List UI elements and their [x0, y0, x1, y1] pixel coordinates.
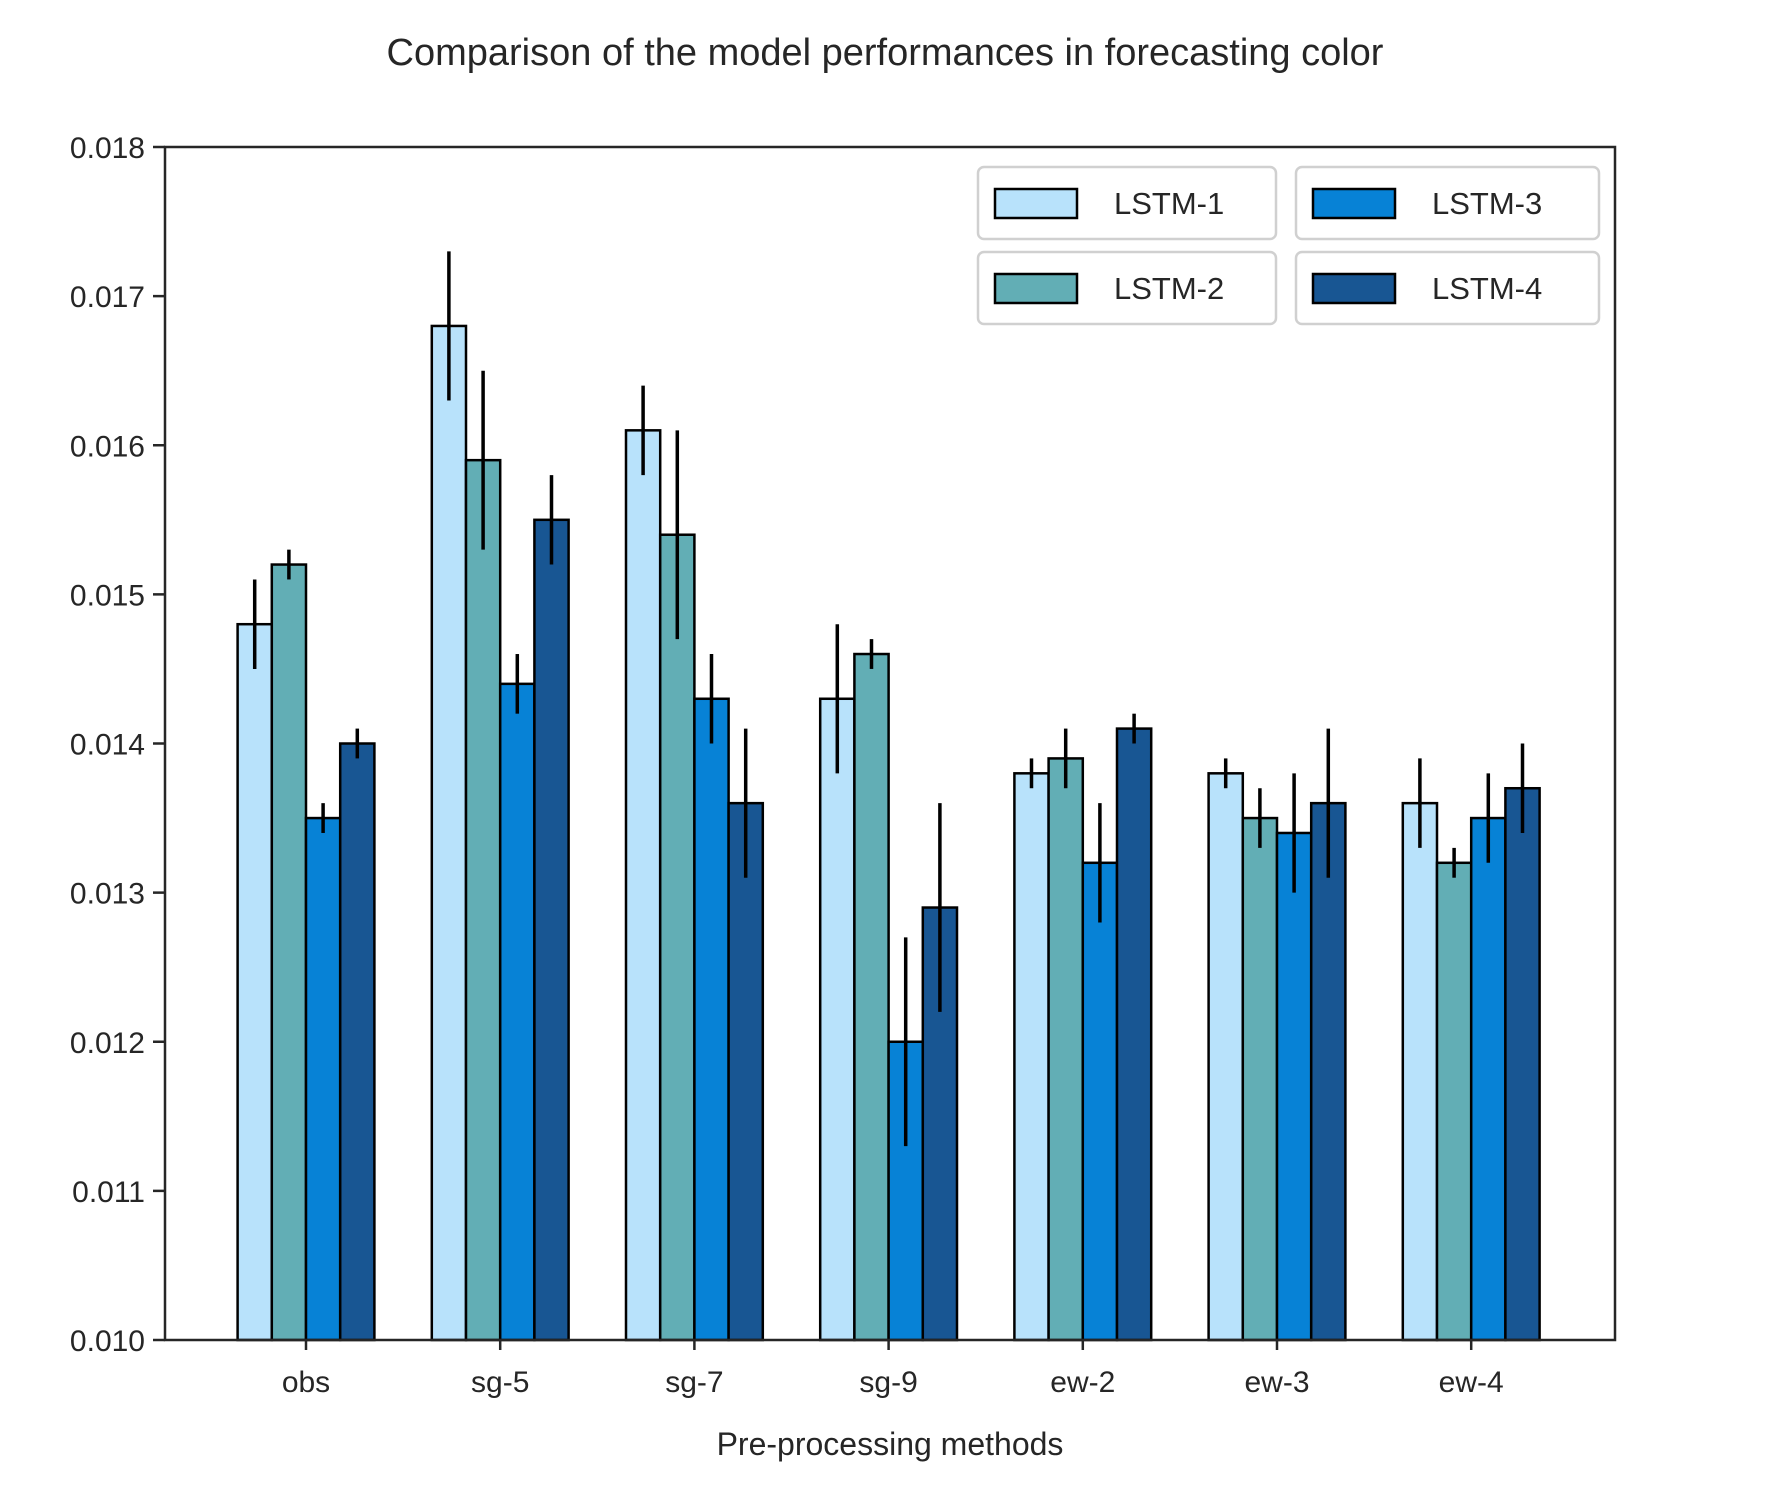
y-tick-label: 0.010	[70, 1325, 145, 1358]
x-tick-label: ew-3	[1244, 1366, 1309, 1399]
x-axis-label: Pre-processing methods	[717, 1426, 1064, 1462]
bar-lstm-4-sg-7	[727, 801, 765, 1342]
legend-entry-frame	[1294, 250, 1601, 326]
y-tick-label: 0.018	[70, 132, 145, 165]
bar-lstm-1-sg-9	[818, 697, 856, 1342]
legend-swatch-lstm-4	[1311, 272, 1397, 305]
legend-entry-frame	[976, 250, 1278, 326]
bar-lstm-2-ew-3	[1241, 816, 1279, 1342]
bar-lstm-4-ew-3	[1309, 801, 1347, 1342]
bar-lstm-2-ew-2	[1047, 757, 1085, 1342]
x-tick-label: sg-5	[471, 1366, 529, 1399]
bar-lstm-3-ew-2	[1081, 861, 1119, 1342]
legend-swatch-lstm-3	[1311, 187, 1397, 220]
legend-label-lstm-2: LSTM-2	[1114, 271, 1224, 306]
bar-lstm-1-sg-5	[430, 324, 468, 1342]
bar-lstm-2-sg-9	[853, 652, 890, 1342]
y-axis: 0.010 0.011 0.012 0.013 0.014 0.015 0.016 0.017…	[70, 132, 165, 1358]
legend-label-lstm-4: LSTM-4	[1432, 271, 1542, 306]
bar-lstm-4-ew-2	[1115, 727, 1153, 1342]
bar-lstm-2-sg-7	[658, 533, 696, 1342]
y-tick-label: 0.012	[70, 1027, 145, 1060]
bar-lstm-1-obs	[236, 622, 274, 1342]
bar-lstm-3-ew-4	[1469, 816, 1507, 1342]
bar-lstm-4-ew-4	[1504, 786, 1541, 1342]
bar-lstm-1-ew-2	[1013, 772, 1050, 1342]
legend-entry-frame	[1294, 165, 1601, 241]
bars-layer	[236, 324, 1541, 1342]
x-tick-label: sg-9	[859, 1366, 917, 1399]
bar-lstm-2-obs	[270, 563, 308, 1342]
bar-lstm-4-sg-5	[533, 518, 570, 1342]
legend-swatch-lstm-2	[993, 272, 1079, 305]
bar-lstm-1-sg-7	[624, 429, 662, 1342]
x-axis: obs sg-5 sg-7 sg-9 ew-2 ew-3 ew-4	[282, 1340, 1504, 1399]
bar-lstm-3-obs	[304, 816, 342, 1342]
y-tick-label: 0.011	[72, 1176, 145, 1209]
bar-lstm-2-ew-4	[1435, 861, 1473, 1342]
chart-title: Comparison of the model performances in …	[387, 32, 1384, 74]
x-tick-label: ew-4	[1439, 1366, 1504, 1399]
bar-lstm-1-ew-4	[1401, 801, 1439, 1342]
bar-lstm-3-ew-3	[1275, 831, 1313, 1342]
y-tick-label: 0.013	[70, 878, 145, 911]
y-tick-label: 0.014	[70, 729, 145, 762]
x-tick-label: sg-7	[665, 1366, 723, 1399]
bar-lstm-2-sg-5	[464, 458, 502, 1342]
legend-swatch-lstm-1	[993, 187, 1079, 220]
y-tick-label: 0.015	[70, 579, 145, 612]
bar-lstm-4-obs	[338, 742, 376, 1342]
bar-lstm-3-sg-7	[693, 697, 730, 1342]
bar-lstm-1-ew-3	[1207, 772, 1245, 1342]
legend-label-lstm-1: LSTM-1	[1114, 186, 1224, 221]
bar-lstm-3-sg-5	[498, 682, 536, 1342]
x-tick-label: ew-2	[1050, 1366, 1115, 1399]
legend-label-lstm-3: LSTM-3	[1432, 186, 1542, 221]
error-bars-layer	[252, 251, 1525, 1147]
x-tick-label: obs	[282, 1366, 330, 1399]
y-tick-label: 0.016	[70, 430, 145, 463]
legend: LSTM-1 LSTM-2 LSTM-3 LSTM-4	[976, 165, 1601, 326]
legend-entry-frame	[976, 165, 1278, 241]
y-tick-label: 0.017	[70, 281, 145, 314]
